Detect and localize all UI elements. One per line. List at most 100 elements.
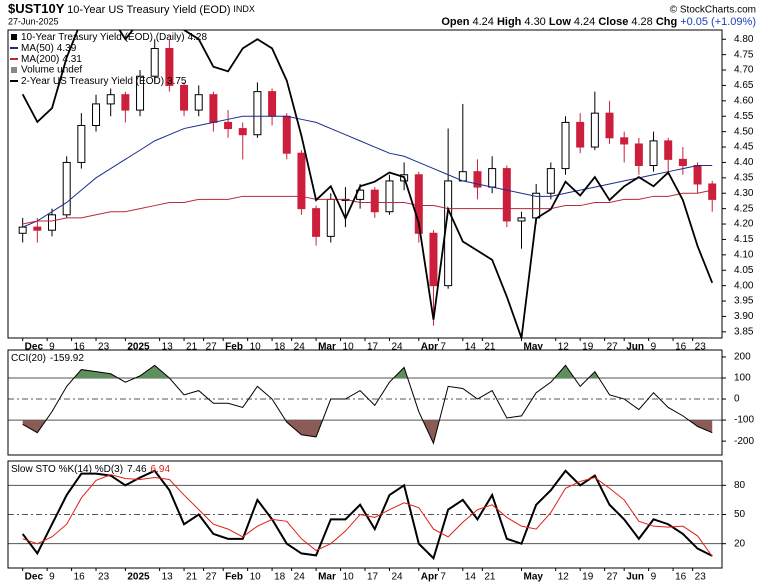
quote: Open 4.24 High 4.30 Low 4.24 Close 4.28 Chg +… [441,16,756,28]
x-tick-label: 2025 [127,342,150,353]
symbol: $UST10Y [8,1,65,16]
y-tick-label: 4.10 [734,249,754,260]
legend-name: MA(50) [21,43,54,54]
candle-body [502,168,511,222]
y-tick-label: 100 [734,373,751,384]
candle-body [561,121,570,170]
x-tick-label: 19 [582,342,594,353]
x-tick-label: 18 [274,342,286,353]
candle-body [253,91,262,136]
x-tick-label: 23 [98,342,110,353]
candle-body [532,192,541,219]
x-tick-label: May [523,572,543,583]
y-tick-label: 80 [734,480,746,491]
quote-value: 4.28 [631,16,652,28]
x-tick-label: 24 [391,342,403,353]
candle-body [224,121,233,130]
x-tick-label: 16 [675,572,687,583]
y-tick-label: 4.25 [734,203,754,214]
candle-body [268,91,277,117]
y-tick-label: 4.80 [734,34,754,45]
candle-body [18,226,27,234]
y-tick-label: 0 [734,394,740,405]
x-tick-label: 21 [186,572,198,583]
y-tick-label: 4.45 [734,142,754,153]
candle-body [297,152,306,210]
change-label: Chg [656,16,677,28]
x-tick-label: Mar [318,342,336,353]
candle-body [62,161,71,216]
x-tick-label: 14 [465,572,477,583]
exchange: INDX [233,4,255,14]
source: © StockCharts.com [670,5,756,16]
legend-entry: 10-Year Treasury Yield (EOD) (Daily) 4.28 [21,32,207,43]
x-tick-label: 16 [74,572,86,583]
y-tick-label: 4.55 [734,111,754,122]
x-tick-label: 9 [651,572,657,583]
candle-body [33,226,42,231]
x-tick-label: Feb [225,572,243,583]
candle-body [165,47,174,86]
y-tick-label: 4.50 [734,126,754,137]
candle-body [634,143,643,167]
indicator-value: 6.94 [151,464,171,475]
series-line [22,364,713,445]
x-tick-label: 27 [607,572,619,583]
quote-label: High [497,16,522,28]
x-tick-label: Mar [318,572,336,583]
x-tick-label: 13 [162,572,174,583]
panel-frame [7,29,723,339]
legend-swatch [11,34,17,40]
indicator-title: Slow STO %K(14) %D(3) [11,464,123,475]
candle-body [48,214,57,231]
quote-value: 4.30 [524,16,545,28]
candle-body [106,94,115,105]
candle-body [312,208,321,237]
legend-value: 3.75 [167,76,187,87]
x-tick-label: 17 [367,572,379,583]
y-tick-label: 4.20 [734,219,754,230]
indicator-title: CCI(20) [11,353,46,364]
x-tick-label: 27 [206,342,218,353]
x-tick-label: Dec [25,572,44,583]
quote-label: Open [441,16,469,28]
x-tick-label: 7 [440,572,446,583]
candle-body [136,75,145,111]
y-tick-label: 4.05 [734,265,754,276]
x-tick-label: 18 [274,572,286,583]
candle-body [282,115,291,154]
legend-swatch [11,67,17,73]
y-tick-label: 4.75 [734,49,754,60]
y-tick-label: 4.60 [734,95,754,106]
indicator-legend: CCI(20) -159.92 [11,353,84,364]
x-tick-label: Apr [421,342,438,353]
candle-body [708,183,717,200]
quote-value: 4.24 [472,16,493,28]
y-tick-label: -200 [734,436,754,447]
legend-name: 10-Year Treasury Yield (EOD) (Daily) [21,32,185,43]
legend-value: 4.31 [62,54,82,65]
x-tick-label: 9 [49,572,55,583]
legend-value: 4.39 [57,43,77,54]
candle-body [429,232,438,287]
candle-body [180,84,189,111]
x-tick-label: 23 [695,342,707,353]
candle-body [517,217,526,222]
candle-body [605,112,614,139]
candle-body [121,94,130,111]
series-line [22,474,713,557]
candle-body [693,165,702,185]
x-tick-label: 10 [250,342,262,353]
y-tick-label: 200 [734,352,751,363]
x-tick-label: May [523,342,543,353]
candle-body [473,171,482,188]
legend-name: MA(200) [21,54,59,65]
candle-body [664,140,673,160]
x-tick-label: 19 [582,572,594,583]
x-tick-label: 13 [162,342,174,353]
legend-entry: MA(200) 4.31 [21,54,82,65]
change: +0.05 [680,16,708,28]
x-tick-label: 21 [186,342,198,353]
x-tick-label: 9 [49,342,55,353]
